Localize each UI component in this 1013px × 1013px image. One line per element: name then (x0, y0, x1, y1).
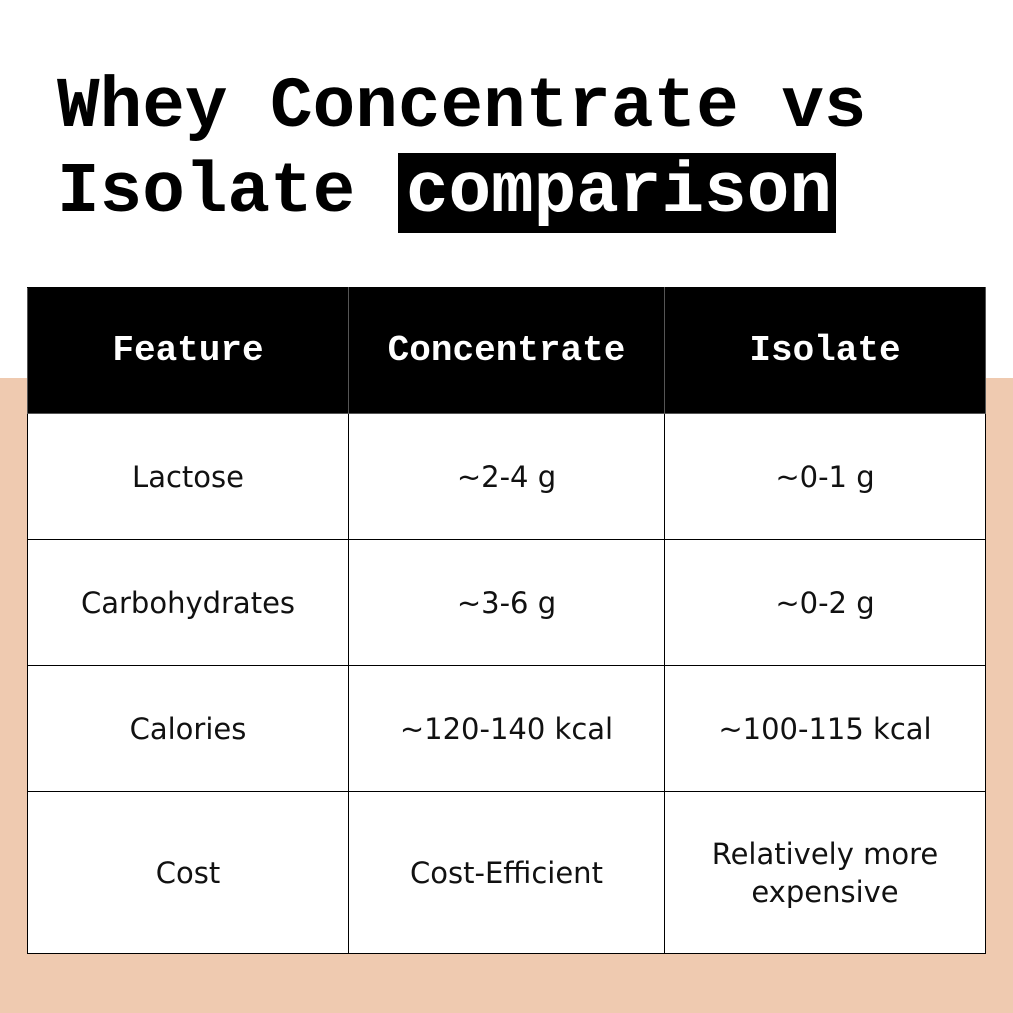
table-cell: Lactose (27, 413, 349, 540)
table-cell: ~0-1 g (664, 413, 986, 540)
comparison-table: Feature Concentrate Isolate Lactose ~2-4 g ~… (27, 287, 986, 954)
table-cell: ~3-6 g (348, 539, 665, 666)
table-cell: Relatively more expensive (664, 791, 986, 954)
table-cell: ~2-4 g (348, 413, 665, 540)
table-cell: ~0-2 g (664, 539, 986, 666)
table-cell: Calories (27, 665, 349, 792)
header-cell: Feature (27, 287, 349, 414)
table-row: Calories ~120-140 kcal ~100-115 kcal (27, 665, 986, 792)
title-line: Whey Concentrate vs (57, 68, 867, 148)
table-row: Lactose ~2-4 g ~0-1 g (27, 413, 986, 540)
table-cell: Cost (27, 791, 349, 954)
header-cell: Concentrate (348, 287, 665, 414)
table-row: Cost Cost-Efficient Relatively more expens… (27, 791, 986, 954)
title-highlight: comparison (397, 153, 836, 233)
table-cell: Cost-Efficient (348, 791, 665, 954)
title: Whey Concentrate vs Isolate comparison (57, 66, 867, 236)
header-cell: Isolate (664, 287, 986, 414)
header-row: Feature Concentrate Isolate (27, 287, 986, 414)
title-word: Isolate (57, 153, 356, 233)
table-cell: ~120-140 kcal (348, 665, 665, 792)
table-cell: Carbohydrates (27, 539, 349, 666)
table-cell: ~100-115 kcal (664, 665, 986, 792)
table-row: Carbohydrates ~3-6 g ~0-2 g (27, 539, 986, 666)
